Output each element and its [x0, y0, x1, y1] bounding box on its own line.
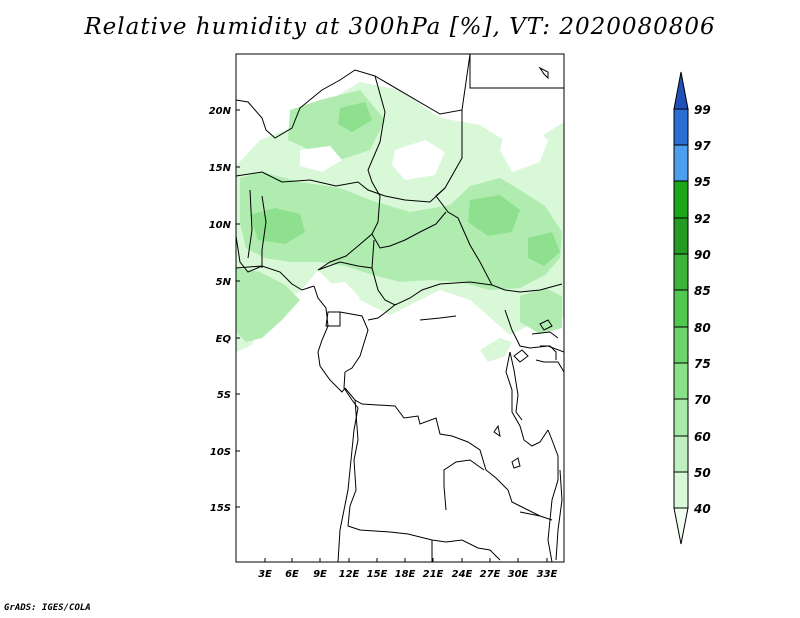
country-borders	[236, 54, 564, 562]
colorbar-segment	[673, 108, 689, 146]
lon-label: 30E	[508, 569, 529, 580]
colorbar-segment	[673, 435, 689, 473]
latitude-axis: 20N 15N 10N 5N EQ 5S 10S 15S	[209, 106, 240, 514]
humidity-area-medium-4	[520, 288, 562, 334]
humidity-area-dark-2	[468, 195, 520, 236]
colorbar-segment	[673, 217, 689, 255]
colorbar-segment	[673, 289, 689, 328]
lat-label: 20N	[209, 106, 232, 117]
lon-label: 9E	[313, 569, 327, 580]
colorbar-label: 97	[694, 139, 711, 153]
colorbar-segment	[673, 180, 689, 219]
humidity-area-dark-3	[528, 232, 560, 266]
colorbar-segment	[673, 144, 689, 182]
colorbar-label: 92	[694, 212, 711, 226]
colorbar-label: 99	[694, 103, 711, 117]
dry-patch-3	[320, 282, 360, 310]
dry-patch-4	[392, 140, 445, 180]
lon-label: 21E	[423, 569, 444, 580]
longitude-axis: 3E 6E 9E 12E 15E 18E 21E 24E 27E 30E 33E	[258, 558, 558, 580]
chart-title: Relative humidity at 300hPa [%], VT: 202…	[84, 14, 716, 40]
colorbar-label: 95	[694, 175, 711, 189]
lon-label: 6E	[285, 569, 299, 580]
humidity-area-dark-4	[338, 102, 372, 132]
lon-label: 33E	[537, 569, 558, 580]
colorbar-label: 90	[694, 248, 711, 262]
lon-label: 12E	[339, 569, 360, 580]
lakes	[493, 319, 553, 469]
colorbar-label: 85	[694, 284, 711, 298]
humidity-field	[236, 82, 564, 362]
colorbar-segment	[673, 253, 689, 291]
colorbar-label: 80	[694, 321, 711, 335]
colorbar-label: 50	[694, 466, 711, 480]
lon-label: 27E	[480, 569, 501, 580]
map-frame	[235, 53, 565, 563]
grads-credit: GrADS: IGES/COLA	[4, 603, 91, 613]
colorbar-segment	[673, 507, 689, 545]
lon-label: 24E	[452, 569, 473, 580]
lat-label: 5N	[216, 277, 232, 288]
lat-label: EQ	[216, 334, 232, 345]
lon-label: 18E	[395, 569, 416, 580]
dry-patch-2	[500, 124, 548, 172]
colorbar-label: 75	[694, 357, 711, 371]
lat-label: 15N	[209, 163, 232, 174]
colorbar-label: 70	[694, 393, 711, 407]
lat-label: 15S	[210, 503, 231, 514]
coastline	[236, 66, 563, 562]
humidity-area-east	[480, 338, 512, 362]
dry-patch-1	[300, 146, 342, 172]
colorbar-label: 40	[693, 502, 711, 516]
colorbar: 40 50 60 70 75 80 85 90 92 95 97 99	[673, 71, 711, 545]
colorbar-segment	[673, 326, 689, 364]
lat-label: 10N	[209, 220, 232, 231]
colorbar-segment	[673, 362, 689, 400]
humidity-area-medium-3	[236, 268, 300, 342]
lon-label: 15E	[367, 569, 388, 580]
colorbar-segment	[673, 471, 689, 509]
colorbar-label: 60	[694, 430, 711, 444]
colorbar-segment	[673, 398, 689, 437]
lat-label: 5S	[217, 390, 231, 401]
lon-label: 3E	[258, 569, 272, 580]
lat-label: 10S	[210, 447, 231, 458]
colorbar-segment	[673, 71, 689, 110]
